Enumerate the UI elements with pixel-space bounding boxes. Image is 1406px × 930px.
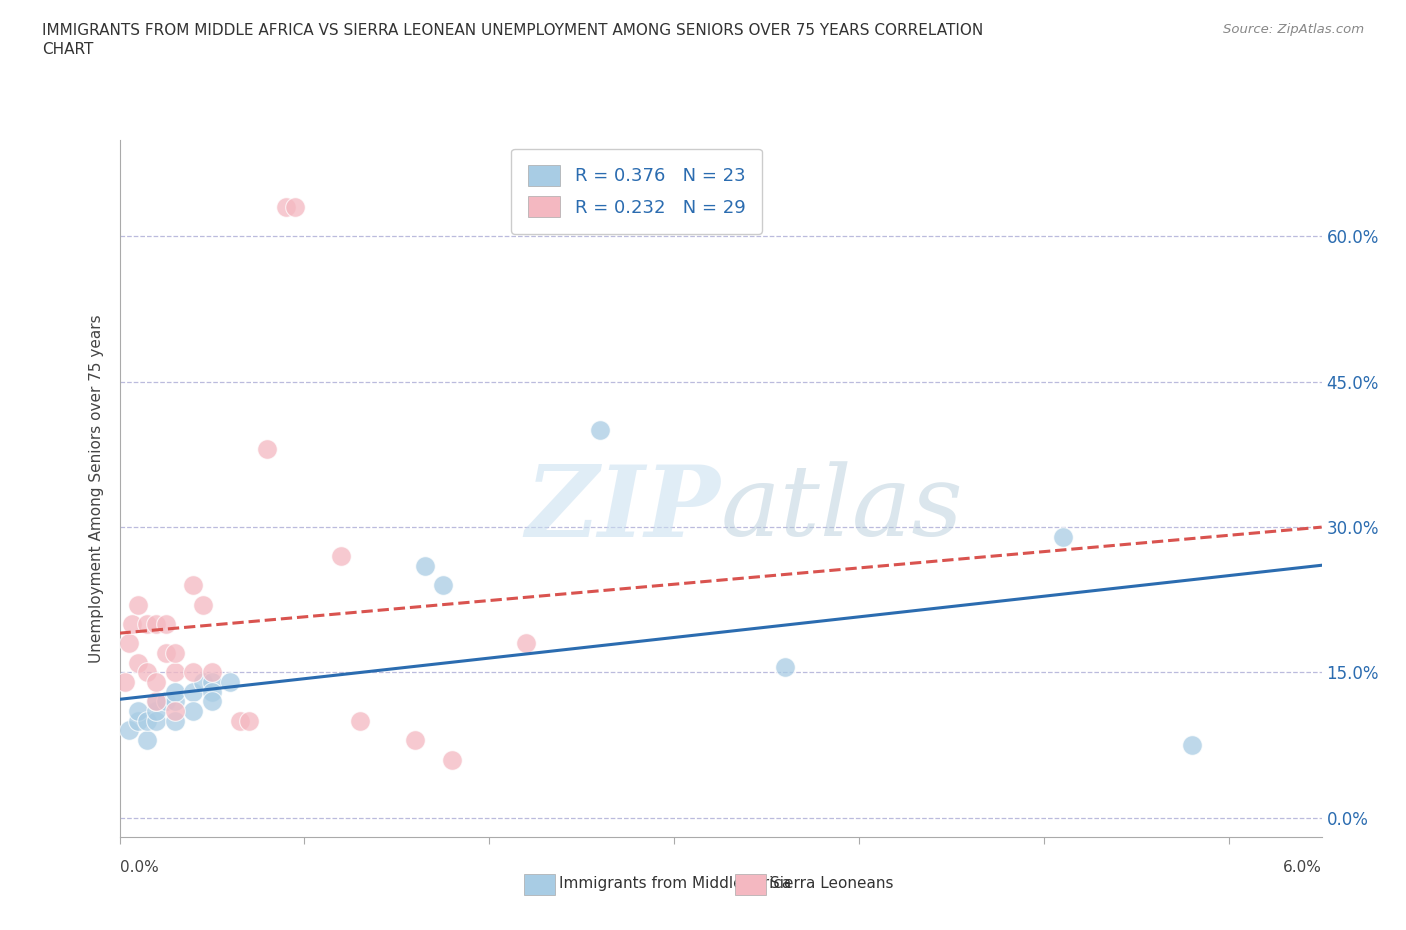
- Point: [284, 200, 307, 215]
- Point: [118, 723, 141, 737]
- Point: [145, 674, 167, 689]
- Point: [441, 752, 464, 767]
- Point: [136, 665, 159, 680]
- Point: [256, 442, 278, 457]
- Text: 0.0%: 0.0%: [120, 860, 159, 875]
- Point: [404, 733, 426, 748]
- Point: [163, 704, 186, 719]
- Text: IMMIGRANTS FROM MIDDLE AFRICA VS SIERRA LEONEAN UNEMPLOYMENT AMONG SENIORS OVER : IMMIGRANTS FROM MIDDLE AFRICA VS SIERRA …: [42, 23, 983, 38]
- Y-axis label: Unemployment Among Seniors over 75 years: Unemployment Among Seniors over 75 years: [89, 314, 104, 662]
- Point: [515, 636, 537, 651]
- Point: [191, 674, 214, 689]
- Point: [183, 704, 205, 719]
- Point: [183, 578, 205, 592]
- Point: [145, 617, 167, 631]
- Point: [127, 704, 149, 719]
- Point: [191, 597, 214, 612]
- Point: [121, 617, 143, 631]
- Point: [163, 694, 186, 709]
- Point: [163, 645, 186, 660]
- Text: Immigrants from Middle Africa: Immigrants from Middle Africa: [560, 876, 792, 891]
- Text: 6.0%: 6.0%: [1282, 860, 1322, 875]
- Point: [238, 713, 260, 728]
- Point: [201, 674, 224, 689]
- Point: [127, 713, 149, 728]
- Point: [1052, 529, 1074, 544]
- Point: [1181, 737, 1204, 752]
- Text: Sierra Leoneans: Sierra Leoneans: [770, 876, 893, 891]
- Point: [163, 665, 186, 680]
- Point: [163, 684, 186, 699]
- Point: [219, 674, 242, 689]
- Point: [163, 713, 186, 728]
- Legend: R = 0.376   N = 23, R = 0.232   N = 29: R = 0.376 N = 23, R = 0.232 N = 29: [512, 149, 762, 233]
- Point: [118, 636, 141, 651]
- Text: Source: ZipAtlas.com: Source: ZipAtlas.com: [1223, 23, 1364, 36]
- Point: [155, 694, 177, 709]
- Text: ZIP: ZIP: [526, 461, 720, 557]
- Point: [349, 713, 371, 728]
- Point: [145, 694, 167, 709]
- Point: [432, 578, 454, 592]
- Point: [145, 694, 167, 709]
- Point: [136, 617, 159, 631]
- Point: [183, 665, 205, 680]
- Point: [145, 713, 167, 728]
- Text: atlas: atlas: [720, 461, 963, 557]
- Point: [127, 597, 149, 612]
- Point: [114, 674, 136, 689]
- Point: [201, 694, 224, 709]
- Point: [330, 549, 353, 564]
- Point: [183, 684, 205, 699]
- Point: [145, 704, 167, 719]
- Point: [589, 422, 612, 438]
- Point: [136, 733, 159, 748]
- Point: [274, 200, 297, 215]
- Point: [201, 684, 224, 699]
- Point: [155, 645, 177, 660]
- Point: [228, 713, 250, 728]
- Point: [775, 660, 797, 675]
- Point: [413, 558, 436, 573]
- Text: CHART: CHART: [42, 42, 94, 57]
- Point: [201, 665, 224, 680]
- Point: [136, 713, 159, 728]
- Point: [127, 656, 149, 671]
- Point: [155, 617, 177, 631]
